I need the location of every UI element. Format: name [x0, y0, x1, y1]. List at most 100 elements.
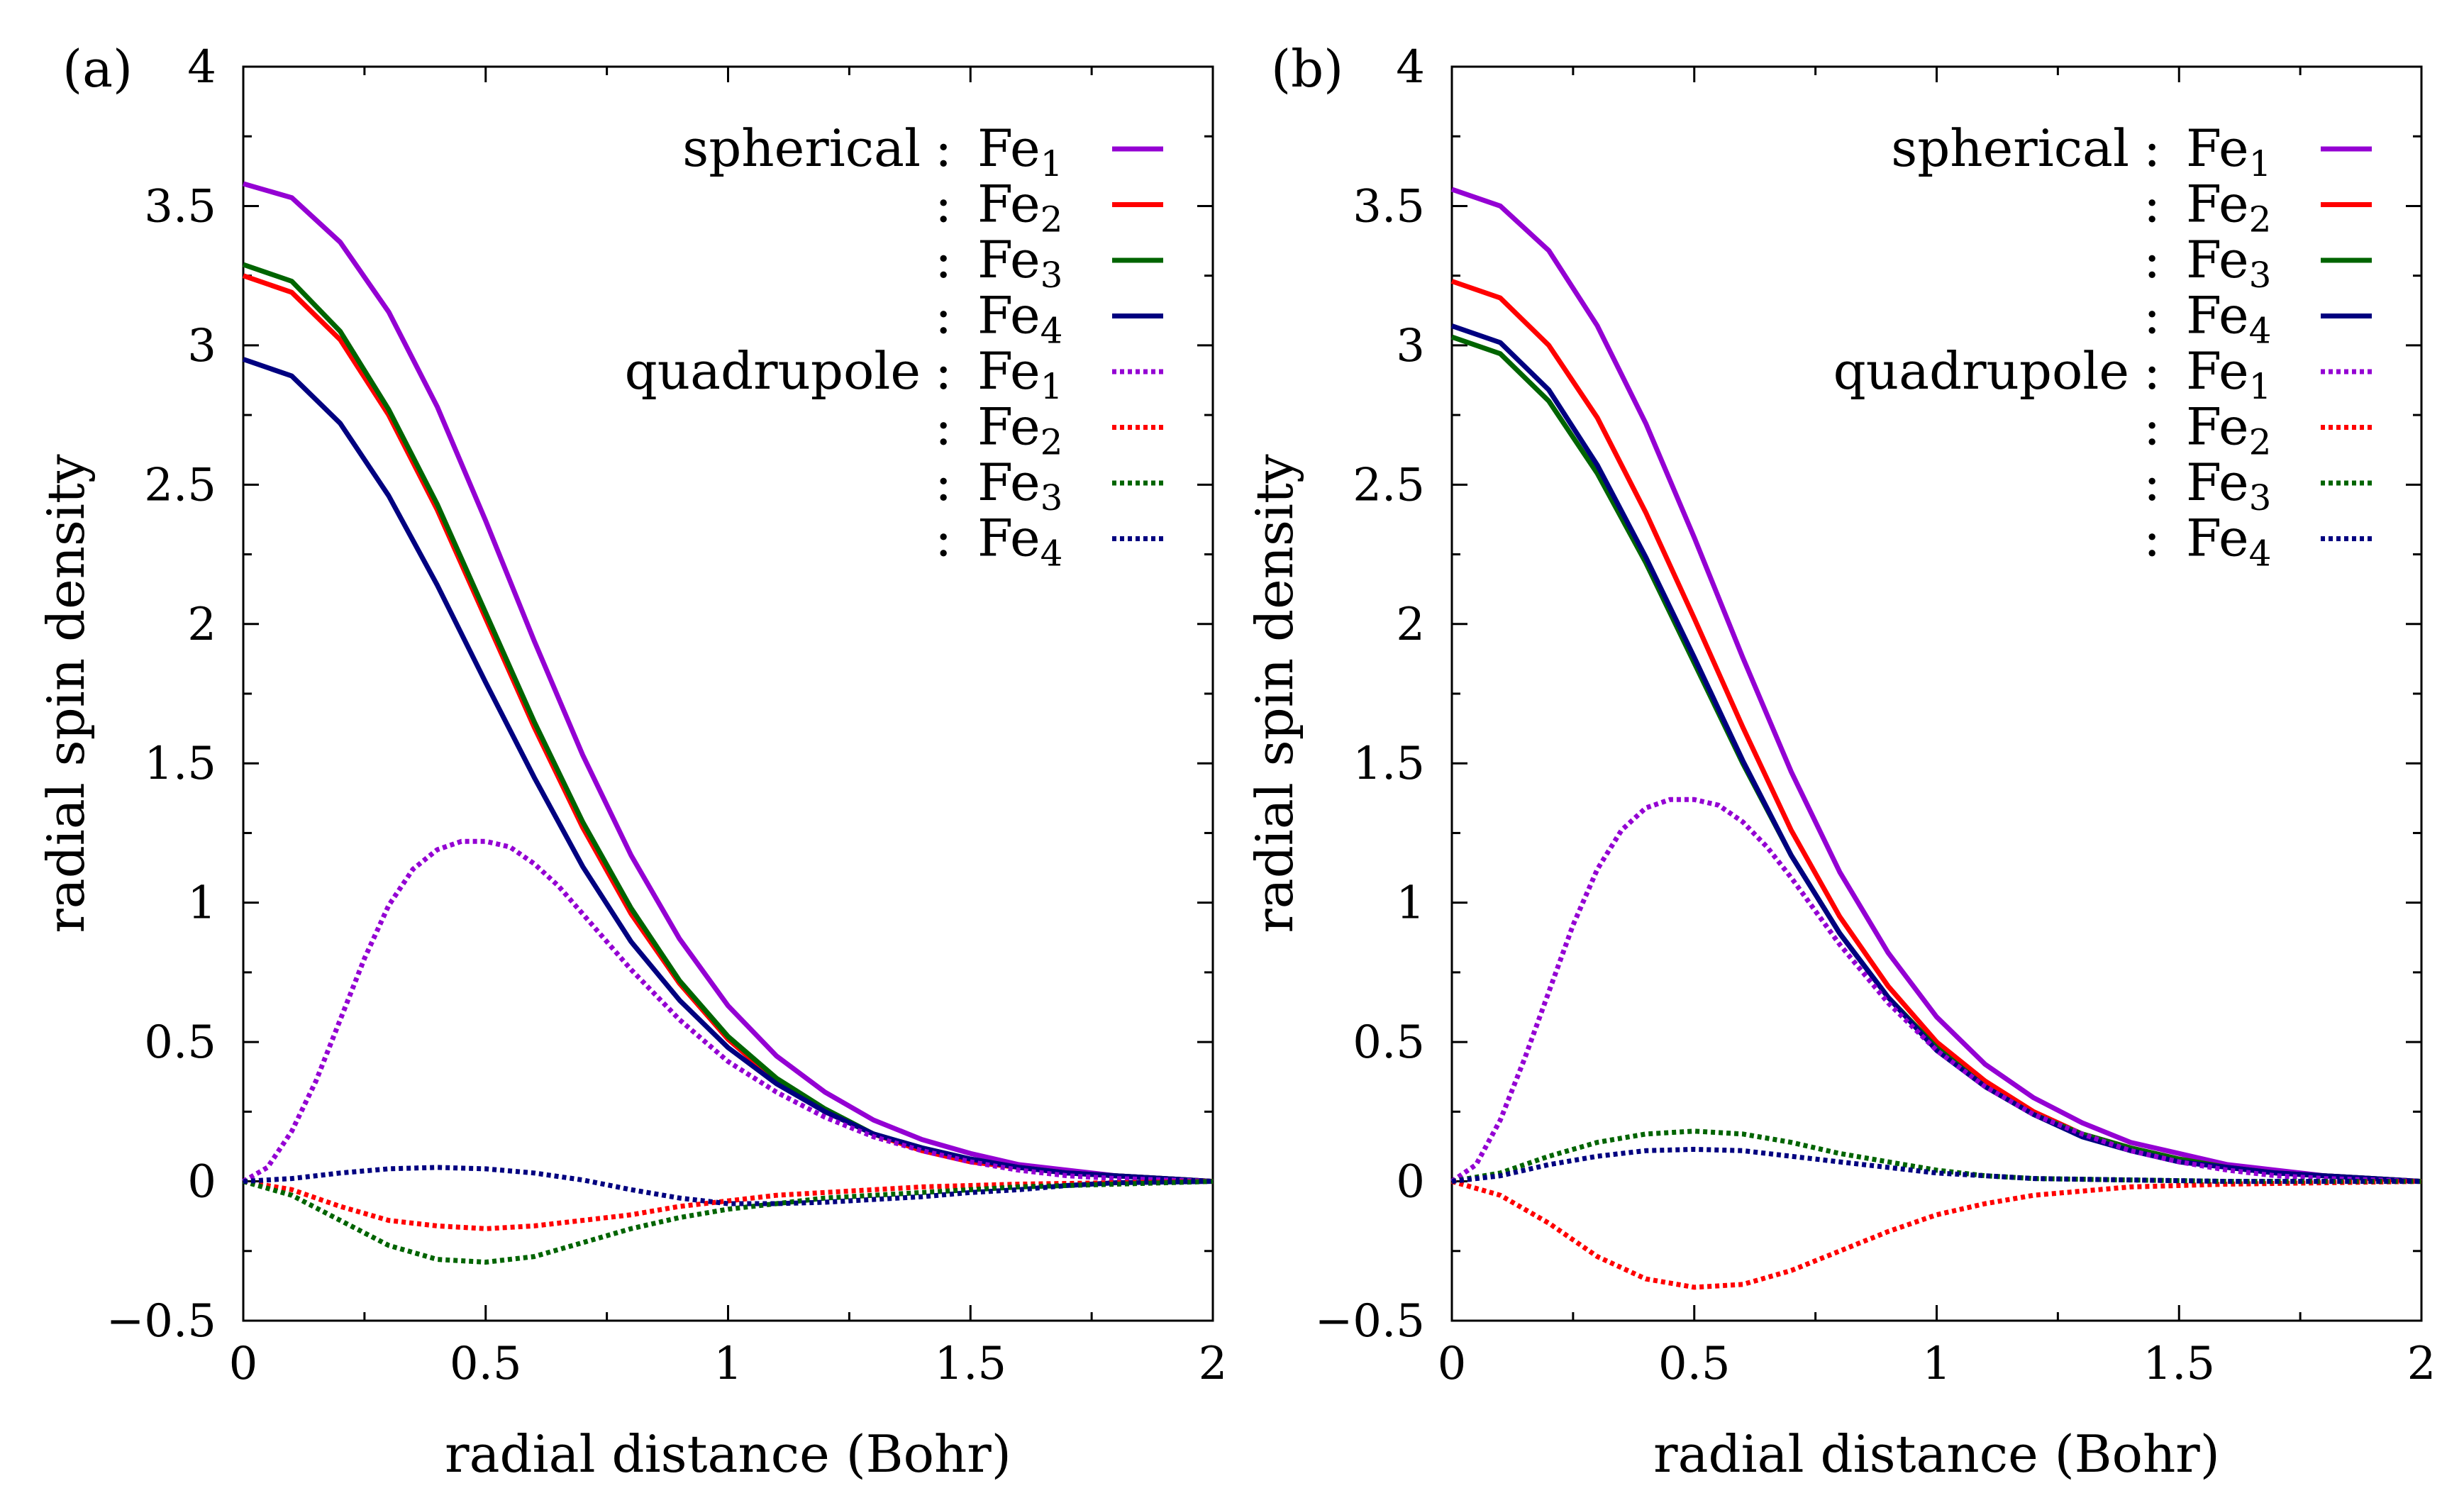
- y-tick-label: 1.5: [1353, 738, 1425, 790]
- legend-colon: :: [2143, 341, 2160, 401]
- y-tick-label: 3.5: [1353, 180, 1425, 233]
- legend-label: Fe4: [977, 509, 1062, 575]
- legend-label: Fe4: [2186, 509, 2271, 575]
- y-tick-label: 2: [187, 599, 216, 651]
- legend-entry: : Fe4: [935, 509, 1163, 575]
- series-line-quadrupole-fe4: [1451, 1146, 2421, 1184]
- x-tick-label: 0: [229, 1338, 258, 1390]
- legend-colon: :: [2143, 509, 2160, 568]
- legend-label: Fe1: [2186, 341, 2271, 407]
- series-line-spherical-fe1: [243, 181, 1214, 1184]
- legend-entry: quadrupole: Fe1: [1833, 341, 2372, 407]
- panel-label: (b): [1271, 39, 1343, 99]
- series-line-spherical-fe4: [242, 357, 1214, 1184]
- legend-label: Fe3: [977, 453, 1062, 518]
- legend-label: Fe3: [977, 230, 1062, 296]
- series-line-quadrupole-fe2: [243, 1179, 1214, 1231]
- legend-entry: : Fe4: [2143, 286, 2372, 352]
- legend-colon: :: [2143, 174, 2160, 234]
- legend-colon: :: [2143, 453, 2160, 512]
- legend-entry: : Fe3: [935, 453, 1163, 518]
- x-axis-title: radial distance (Bohr): [1653, 1424, 2220, 1484]
- x-tick-label: 1: [714, 1338, 743, 1390]
- legend-colon: :: [935, 453, 952, 512]
- legend-group-label: spherical: [682, 118, 921, 178]
- legend-colon: :: [935, 174, 952, 234]
- legend-colon: :: [2143, 118, 2160, 178]
- series-line-spherical-fe1: [1450, 187, 2422, 1184]
- legend-label: Fe1: [2186, 118, 2271, 184]
- y-tick-label: 2: [1396, 599, 1425, 651]
- y-tick-label: 1.5: [144, 738, 216, 790]
- y-tick-label: 0.5: [1353, 1016, 1425, 1069]
- x-tick-label: 0: [1438, 1338, 1467, 1390]
- y-tick-label: 1: [187, 877, 216, 930]
- y-tick-label: −0.5: [1315, 1295, 1425, 1348]
- y-tick-label: 3: [1396, 320, 1425, 372]
- legend-label: Fe4: [2186, 286, 2271, 352]
- series-line-quadrupole-fe1: [242, 838, 1214, 1184]
- y-tick-label: 4: [1396, 41, 1425, 94]
- y-tick-label: 2.5: [1353, 459, 1425, 511]
- legend-group-label: quadrupole: [1833, 341, 2129, 401]
- legend-label: Fe2: [2186, 174, 2271, 240]
- y-tick-label: −0.5: [106, 1295, 216, 1348]
- legend-entry: : Fe3: [2143, 230, 2372, 296]
- legend-entry: : Fe3: [2143, 453, 2372, 518]
- y-tick-label: 3: [187, 320, 216, 372]
- series-line-quadrupole-fe3: [243, 1179, 1214, 1265]
- x-tick-label: 0.5: [1658, 1338, 1731, 1390]
- legend-colon: :: [2143, 230, 2160, 289]
- legend-label: Fe2: [977, 174, 1062, 240]
- panel-label: (a): [62, 39, 133, 99]
- plot-frame: [1450, 65, 2423, 1322]
- series-line-quadrupole-fe4: [243, 1165, 1214, 1206]
- legend-label: Fe4: [977, 286, 1062, 352]
- plot-frame: [242, 65, 1214, 1322]
- legend-colon: :: [935, 118, 952, 178]
- y-tick-label: 0.5: [144, 1016, 216, 1069]
- legend-entry: : Fe4: [2143, 509, 2372, 575]
- series-line-quadrupole-fe1: [1450, 797, 2422, 1184]
- legend-group-label: spherical: [1891, 118, 2129, 178]
- legend-colon: :: [935, 397, 952, 457]
- legend-entry: spherical: Fe1: [1891, 118, 2372, 184]
- legend-colon: :: [935, 341, 952, 401]
- x-tick-label: 1.5: [934, 1338, 1006, 1390]
- legend-entry: : Fe3: [935, 230, 1163, 296]
- legend-label: Fe1: [977, 118, 1062, 184]
- x-tick-label: 2: [1199, 1338, 1228, 1390]
- legend-entry: : Fe2: [2143, 174, 2372, 240]
- legend-group-label: quadrupole: [625, 341, 921, 401]
- x-tick-label: 2: [2407, 1338, 2436, 1390]
- series-line-quadrupole-fe3: [1451, 1128, 2421, 1184]
- legend-colon: :: [935, 286, 952, 345]
- x-tick-label: 1.5: [2143, 1338, 2215, 1390]
- legend-colon: :: [935, 230, 952, 289]
- legend-label: Fe3: [2186, 453, 2271, 518]
- series-line-spherical-fe3: [242, 262, 1214, 1184]
- x-tick-label: 0.5: [450, 1338, 522, 1390]
- legend-entry: : Fe2: [935, 397, 1163, 463]
- series-line-spherical-fe4: [1450, 323, 2422, 1184]
- y-tick-label: 0: [1396, 1156, 1425, 1209]
- y-axis-title: radial spin density: [1245, 454, 1304, 933]
- legend-colon: :: [935, 509, 952, 568]
- legend-entry: : Fe2: [2143, 397, 2372, 463]
- y-tick-label: 1: [1396, 877, 1425, 930]
- legend-entry: : Fe4: [935, 286, 1163, 352]
- y-tick-label: 0: [187, 1156, 216, 1209]
- legend-entry: quadrupole: Fe1: [625, 341, 1163, 407]
- legend-label: Fe2: [2186, 397, 2271, 463]
- y-tick-label: 3.5: [144, 180, 216, 233]
- y-tick-label: 2.5: [144, 459, 216, 511]
- y-tick-label: 4: [187, 41, 216, 94]
- legend-colon: :: [2143, 397, 2160, 457]
- x-tick-label: 1: [1922, 1338, 1951, 1390]
- legend-label: Fe3: [2186, 230, 2271, 296]
- legend-colon: :: [2143, 286, 2160, 345]
- legend-entry: spherical: Fe1: [682, 118, 1163, 184]
